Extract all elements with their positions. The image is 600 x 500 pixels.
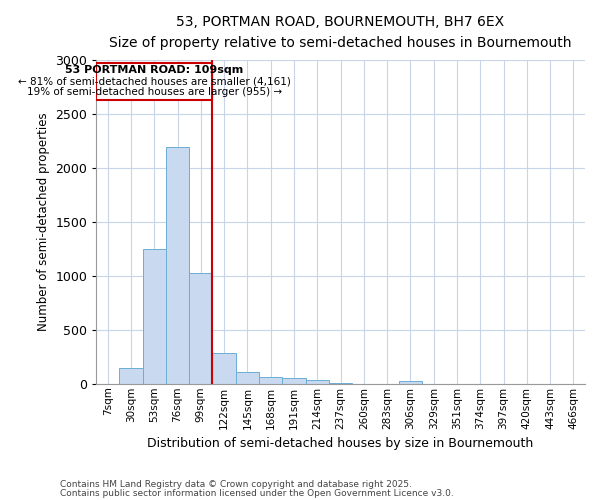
X-axis label: Distribution of semi-detached houses by size in Bournemouth: Distribution of semi-detached houses by … [148, 437, 533, 450]
Text: ← 81% of semi-detached houses are smaller (4,161): ← 81% of semi-detached houses are smalle… [18, 76, 291, 86]
Bar [212, 352, 236, 384]
Text: Contains HM Land Registry data © Crown copyright and database right 2025.: Contains HM Land Registry data © Crown c… [60, 480, 412, 489]
Bar [283, 378, 305, 384]
Bar [166, 146, 189, 384]
Bar [329, 383, 352, 384]
Bar [143, 249, 166, 384]
Text: 19% of semi-detached houses are larger (955) →: 19% of semi-detached houses are larger (… [27, 87, 282, 97]
Text: 53 PORTMAN ROAD: 109sqm: 53 PORTMAN ROAD: 109sqm [65, 65, 244, 75]
Bar [259, 378, 283, 384]
Bar [189, 273, 212, 384]
Text: Contains public sector information licensed under the Open Government Licence v3: Contains public sector information licen… [60, 488, 454, 498]
Bar [96, 62, 212, 100]
Bar [399, 381, 422, 384]
Y-axis label: Number of semi-detached properties: Number of semi-detached properties [37, 113, 50, 332]
Title: 53, PORTMAN ROAD, BOURNEMOUTH, BH7 6EX
Size of property relative to semi-detache: 53, PORTMAN ROAD, BOURNEMOUTH, BH7 6EX S… [109, 15, 572, 50]
Bar [119, 368, 143, 384]
Bar [236, 372, 259, 384]
Bar [305, 380, 329, 384]
